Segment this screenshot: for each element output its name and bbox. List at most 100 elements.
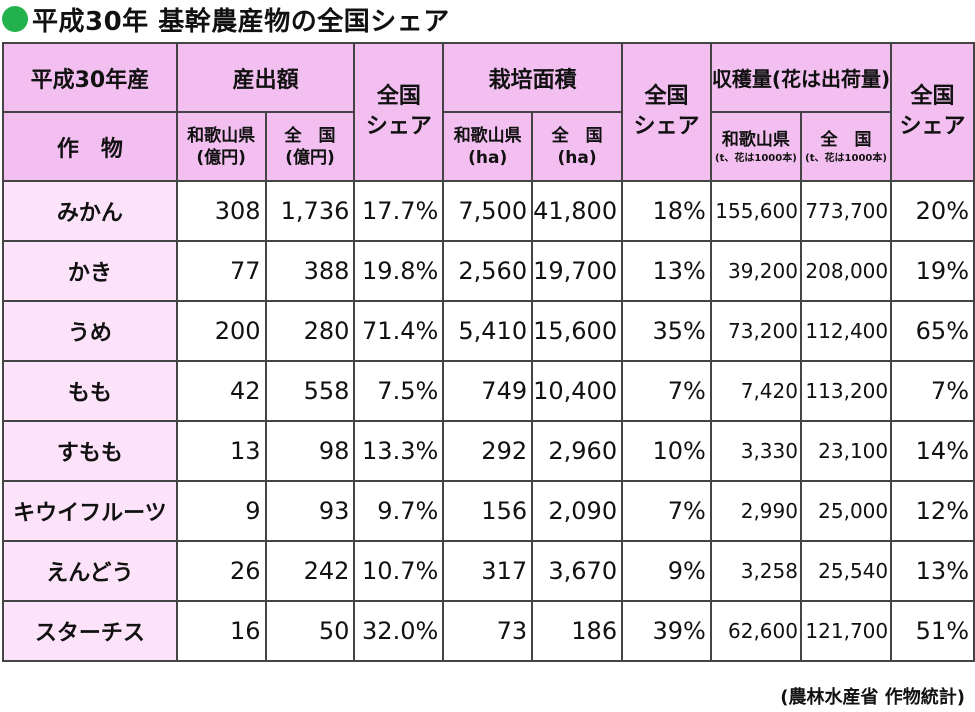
crop-share-table: 平成30年産 産出額 全国 シェア 栽培面積 全国 シェア 収穫量(花は出荷量)…: [2, 42, 975, 662]
crop-cell: かき: [2, 240, 178, 302]
harvest-share-cell: 7%: [890, 360, 975, 422]
harvest-wakayama-cell: 3,330: [709, 420, 802, 482]
area-wakayama-cell: 73: [442, 600, 534, 662]
table-row: もも 42 558 7.5% 749 10,400 7% 7,420 113,200 7%: [2, 360, 975, 422]
header-national-t-unit: (t、花は1000本): [805, 152, 887, 164]
area-national-cell: 15,600: [531, 300, 624, 362]
table-row: キウイフルーツ 9 93 9.7% 156 2,090 7% 2,990 25,000 12%: [2, 480, 975, 542]
area-share-cell: 39%: [621, 600, 712, 662]
area-wakayama-cell: 292: [442, 420, 534, 482]
table-row: スターチス 16 50 32.0% 73 186 39% 62,600 121,700 51%: [2, 600, 975, 662]
area-national-cell: 41,800: [531, 180, 624, 242]
header-harvest-share: 全国 シェア: [890, 42, 975, 182]
header-national-ha: 全 国 (ha): [531, 111, 624, 182]
harvest-national-cell: 112,400: [799, 300, 893, 362]
header-national-t-label: 全 国: [820, 129, 872, 150]
area-wakayama-cell: 7,500: [442, 180, 534, 242]
header-year-product: 平成30年産: [2, 42, 178, 113]
crop-cell: みかん: [2, 180, 178, 242]
output-share-cell: 32.0%: [353, 600, 445, 662]
harvest-share-cell: 51%: [890, 600, 975, 662]
crop-cell: えんどう: [2, 540, 178, 602]
output-wakayama-cell: 9: [175, 480, 267, 542]
table-row: みかん 308 1,736 17.7% 7,500 41,800 18% 155,600 773…: [2, 180, 975, 242]
output-national-cell: 242: [264, 540, 356, 602]
area-wakayama-cell: 317: [442, 540, 534, 602]
crop-cell: スターチス: [2, 600, 178, 662]
harvest-national-cell: 208,000: [799, 240, 893, 302]
area-national-cell: 2,090: [531, 480, 624, 542]
harvest-wakayama-cell: 155,600: [709, 180, 802, 242]
output-share-cell: 7.5%: [353, 360, 445, 422]
output-share-cell: 13.3%: [353, 420, 445, 482]
green-dot-icon: [2, 6, 28, 32]
header-wakayama-ha: 和歌山県 (ha): [442, 111, 534, 182]
harvest-national-cell: 23,100: [799, 420, 893, 482]
output-wakayama-cell: 200: [175, 300, 267, 362]
harvest-national-cell: 25,000: [799, 480, 893, 542]
output-share-cell: 17.7%: [353, 180, 445, 242]
crop-cell: すもも: [2, 420, 178, 482]
header-area-share: 全国 シェア: [621, 42, 712, 182]
harvest-wakayama-cell: 2,990: [709, 480, 802, 542]
output-national-cell: 98: [264, 420, 356, 482]
output-share-cell: 10.7%: [353, 540, 445, 602]
header-area: 栽培面積: [442, 42, 624, 113]
output-wakayama-cell: 26: [175, 540, 267, 602]
area-national-cell: 186: [531, 600, 624, 662]
output-wakayama-cell: 42: [175, 360, 267, 422]
output-share-cell: 19.8%: [353, 240, 445, 302]
area-wakayama-cell: 156: [442, 480, 534, 542]
harvest-wakayama-cell: 39,200: [709, 240, 802, 302]
crop-cell: うめ: [2, 300, 178, 362]
output-wakayama-cell: 13: [175, 420, 267, 482]
harvest-share-cell: 20%: [890, 180, 975, 242]
table-row: えんどう 26 242 10.7% 317 3,670 9% 3,258 25,540 13%: [2, 540, 975, 602]
header-output-share: 全国 シェア: [353, 42, 445, 182]
crop-cell: もも: [2, 360, 178, 422]
output-national-cell: 280: [264, 300, 356, 362]
title-row: 平成30年 基幹農産物の全国シェア: [2, 0, 450, 38]
page-title: 平成30年 基幹農産物の全国シェア: [32, 6, 450, 37]
output-wakayama-cell: 77: [175, 240, 267, 302]
header-wakayama-t-label: 和歌山県: [721, 129, 790, 150]
area-wakayama-cell: 749: [442, 360, 534, 422]
harvest-national-cell: 113,200: [799, 360, 893, 422]
header-national-t: 全 国 (t、花は1000本): [799, 111, 893, 182]
table-row: かき 77 388 19.8% 2,560 19,700 13% 39,200 208,000 1…: [2, 240, 975, 302]
harvest-share-cell: 14%: [890, 420, 975, 482]
area-share-cell: 13%: [621, 240, 712, 302]
output-wakayama-cell: 308: [175, 180, 267, 242]
output-national-cell: 388: [264, 240, 356, 302]
header-wakayama-t: 和歌山県 (t、花は1000本): [709, 111, 802, 182]
harvest-wakayama-cell: 7,420: [709, 360, 802, 422]
harvest-wakayama-cell: 3,258: [709, 540, 802, 602]
header-output: 産出額: [175, 42, 356, 113]
harvest-national-cell: 121,700: [799, 600, 893, 662]
area-wakayama-cell: 2,560: [442, 240, 534, 302]
crop-cell: キウイフルーツ: [2, 480, 178, 542]
area-national-cell: 19,700: [531, 240, 624, 302]
output-share-cell: 9.7%: [353, 480, 445, 542]
area-share-cell: 18%: [621, 180, 712, 242]
area-wakayama-cell: 5,410: [442, 300, 534, 362]
header-crop: 作 物: [2, 111, 178, 182]
area-national-cell: 10,400: [531, 360, 624, 422]
table-body: みかん 308 1,736 17.7% 7,500 41,800 18% 155,600 773…: [2, 180, 975, 662]
harvest-share-cell: 65%: [890, 300, 975, 362]
area-national-cell: 2,960: [531, 420, 624, 482]
output-national-cell: 50: [264, 600, 356, 662]
harvest-wakayama-cell: 62,600: [709, 600, 802, 662]
harvest-share-cell: 19%: [890, 240, 975, 302]
header-harvest: 収穫量(花は出荷量): [709, 42, 893, 113]
area-share-cell: 7%: [621, 360, 712, 422]
output-share-cell: 71.4%: [353, 300, 445, 362]
header-national-yen: 全 国 (億円): [264, 111, 356, 182]
harvest-share-cell: 13%: [890, 540, 975, 602]
output-national-cell: 1,736: [264, 180, 356, 242]
output-national-cell: 93: [264, 480, 356, 542]
area-share-cell: 7%: [621, 480, 712, 542]
header-wakayama-t-unit: (t、花は1000本): [715, 152, 797, 164]
area-share-cell: 10%: [621, 420, 712, 482]
area-national-cell: 3,670: [531, 540, 624, 602]
